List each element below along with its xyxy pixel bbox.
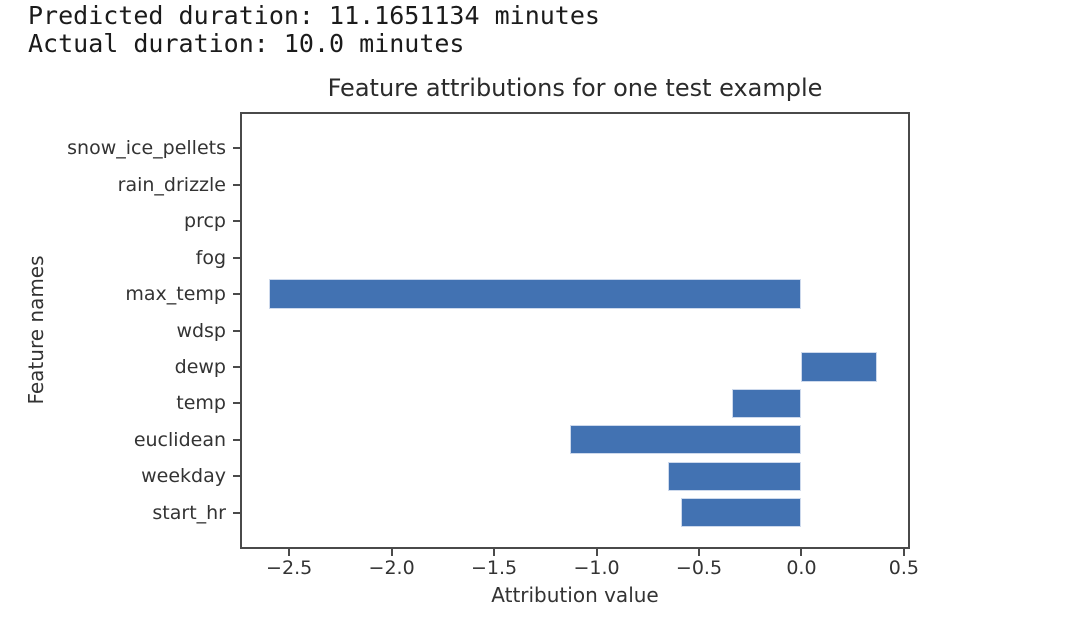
x-tick-mark xyxy=(595,549,598,556)
attribution-bar xyxy=(680,498,802,528)
y-tick-mark xyxy=(233,256,240,259)
chart-title: Feature attributions for one test exampl… xyxy=(327,74,823,102)
y-tick-mark xyxy=(233,147,240,150)
x-tick-label: −1.0 xyxy=(573,557,620,579)
x-tick-mark xyxy=(493,549,496,556)
x-tick-mark xyxy=(800,549,803,556)
y-category-label: euclidean xyxy=(133,428,226,451)
x-tick-label: 0.0 xyxy=(786,557,817,579)
y-tick-mark xyxy=(233,183,240,186)
y-tick-mark xyxy=(233,365,240,368)
x-tick-mark xyxy=(288,549,291,556)
attribution-bar xyxy=(668,461,802,491)
y-tick-mark xyxy=(233,475,240,478)
x-tick-label: −0.5 xyxy=(675,557,723,579)
y-category-label: rain_drizzle xyxy=(117,173,226,196)
x-axis-label: Attribution value xyxy=(491,583,659,607)
attribution-bar xyxy=(731,388,802,418)
y-category-label: fog xyxy=(195,246,226,269)
y-category-label: start_hr xyxy=(152,501,226,524)
x-tick-label: −2.5 xyxy=(266,557,313,579)
printed-output: Predicted duration: 11.1651134 minutes A… xyxy=(28,2,600,58)
y-tick-mark xyxy=(233,438,240,441)
predicted-duration-line: Predicted duration: 11.1651134 minutes xyxy=(28,1,600,30)
attribution-bar xyxy=(801,352,878,382)
y-category-label: snow_ice_pellets xyxy=(67,137,226,160)
x-tick-label: −1.5 xyxy=(470,557,518,579)
y-tick-mark xyxy=(233,511,240,514)
y-tick-mark xyxy=(233,329,240,332)
y-tick-mark xyxy=(233,220,240,223)
y-category-label: dewp xyxy=(174,355,226,378)
x-tick-mark xyxy=(390,549,393,556)
attribution-bar xyxy=(268,279,802,309)
y-category-label: max_temp xyxy=(125,283,226,306)
y-category-label: prcp xyxy=(184,210,226,233)
y-category-label: weekday xyxy=(141,465,226,488)
attribution-bar xyxy=(569,425,802,455)
y-tick-mark xyxy=(233,293,240,296)
y-category-label: wdsp xyxy=(176,319,226,342)
x-tick-mark xyxy=(902,549,905,556)
x-tick-label: 0.5 xyxy=(888,557,919,579)
actual-duration-line: Actual duration: 10.0 minutes xyxy=(28,29,465,58)
y-tick-mark xyxy=(233,402,240,405)
y-category-label: temp xyxy=(176,392,226,415)
x-tick-mark xyxy=(697,549,700,556)
y-axis-label: Feature names xyxy=(24,255,48,405)
x-tick-label: −2.0 xyxy=(368,557,415,579)
